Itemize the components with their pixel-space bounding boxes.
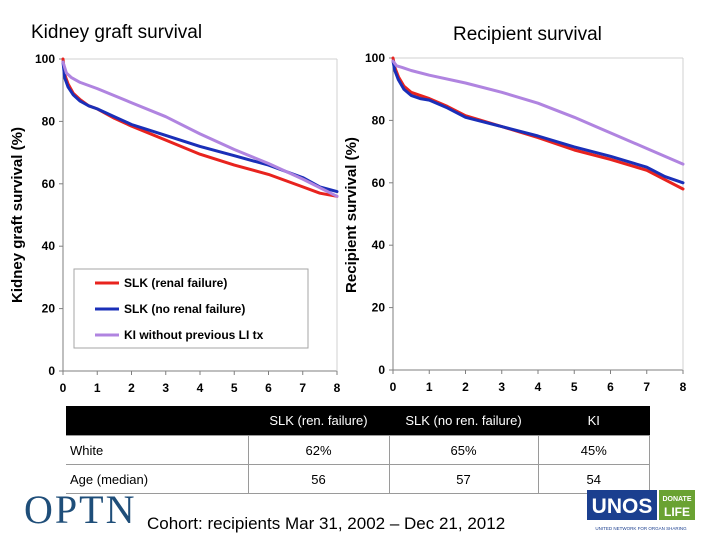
- unos-logo-text: UNOS: [592, 495, 653, 518]
- table-cell: 45%: [537, 435, 650, 465]
- recipient-y-tick-label: 80: [372, 113, 386, 127]
- graft-series-line: [61, 60, 339, 194]
- recipient-x-tick-label: 1: [426, 380, 433, 394]
- table-cell: 56: [247, 464, 390, 494]
- recipient-y-tick-label: 100: [365, 51, 385, 65]
- unos-logo-box: [587, 490, 657, 520]
- unos-donate-life-logo: UNOS DONATE LIFE UNITED NETWORK FOR ORGA…: [587, 490, 695, 531]
- unos-caption: UNITED NETWORK FOR ORGAN SHARING: [595, 526, 687, 531]
- recipient-series-line: [391, 59, 685, 166]
- table-header-slk-ren-failure: SLK (ren. failure): [248, 406, 389, 436]
- left-chart-title: Kidney graft survival: [31, 22, 203, 43]
- graft-x-tick-label: 7: [299, 381, 306, 395]
- graft-y-tick-label: 0: [48, 364, 55, 378]
- recipient-x-tick-label: 4: [535, 380, 542, 394]
- recipient-x-tick-label: 2: [462, 380, 469, 394]
- recipient-series-line: [391, 59, 685, 185]
- legend-label: SLK (no renal failure): [124, 302, 245, 316]
- cohort-characteristics-table: SLK (ren. failure) SLK (no ren. failure)…: [66, 406, 650, 494]
- table-cell: 54: [537, 464, 650, 494]
- graft-x-tick-label: 3: [162, 381, 169, 395]
- table-row-label: Age (median): [66, 464, 249, 494]
- optn-logo: OPTN: [24, 487, 137, 532]
- table-cell: 62%: [247, 435, 390, 465]
- graft-y-tick-label: 40: [42, 239, 56, 253]
- table-row: White 62% 65% 45%: [66, 435, 650, 465]
- recipient-x-tick-label: 6: [607, 380, 614, 394]
- graft-x-tick-label: 5: [231, 381, 238, 395]
- graft-y-tick-label: 20: [42, 302, 56, 316]
- table-row-label: White: [66, 435, 249, 465]
- table-header-empty: [66, 406, 248, 436]
- graft-series-line: [61, 60, 339, 198]
- table-row: Age (median) 56 57 54: [66, 464, 650, 494]
- graft-x-tick-label: 8: [334, 381, 341, 395]
- graft-y-tick-label: 80: [42, 114, 56, 128]
- table-header-ki: KI: [538, 406, 650, 436]
- legend-label: KI without previous LI tx: [124, 328, 264, 342]
- recipient-x-tick-label: 0: [390, 380, 397, 394]
- graft-x-tick-label: 0: [60, 381, 67, 395]
- donate-life-text-top: DONATE: [662, 496, 691, 503]
- recipient-y-tick-label: 20: [372, 301, 386, 315]
- cohort-note: Cohort: recipients Mar 31, 2002 – Dec 21…: [147, 514, 506, 533]
- table-header-slk-no-ren-failure: SLK (no ren. failure): [389, 406, 538, 436]
- recipient-x-tick-label: 7: [643, 380, 650, 394]
- legend-label: SLK (renal failure): [124, 276, 227, 290]
- table-cell: 57: [388, 464, 539, 494]
- donate-life-text-bottom: LIFE: [664, 505, 690, 519]
- graft-y-tick-label: 100: [35, 52, 55, 66]
- table-header-row: SLK (ren. failure) SLK (no ren. failure)…: [66, 406, 650, 436]
- graft-x-tick-label: 6: [265, 381, 272, 395]
- recipient-y-tick-label: 60: [372, 176, 386, 190]
- recipient-x-tick-label: 8: [680, 380, 687, 394]
- graft-x-tick-label: 1: [94, 381, 101, 395]
- right-chart-title: Recipient survival: [453, 24, 602, 45]
- recipient-y-tick-label: 0: [378, 363, 385, 377]
- donate-life-box: [659, 490, 695, 520]
- graft-x-tick-label: 2: [128, 381, 135, 395]
- recipient-x-tick-label: 3: [498, 380, 505, 394]
- graft-y-tick-label: 60: [42, 177, 56, 191]
- table-cell: 65%: [388, 435, 539, 465]
- recipient-x-tick-label: 5: [571, 380, 578, 394]
- recipient-y-tick-label: 40: [372, 238, 386, 252]
- recipient-y-axis-label: Recipient survival (%): [343, 137, 360, 293]
- graft-y-axis-label: Kidney graft survival (%): [9, 127, 26, 303]
- graft-x-tick-label: 4: [197, 381, 204, 395]
